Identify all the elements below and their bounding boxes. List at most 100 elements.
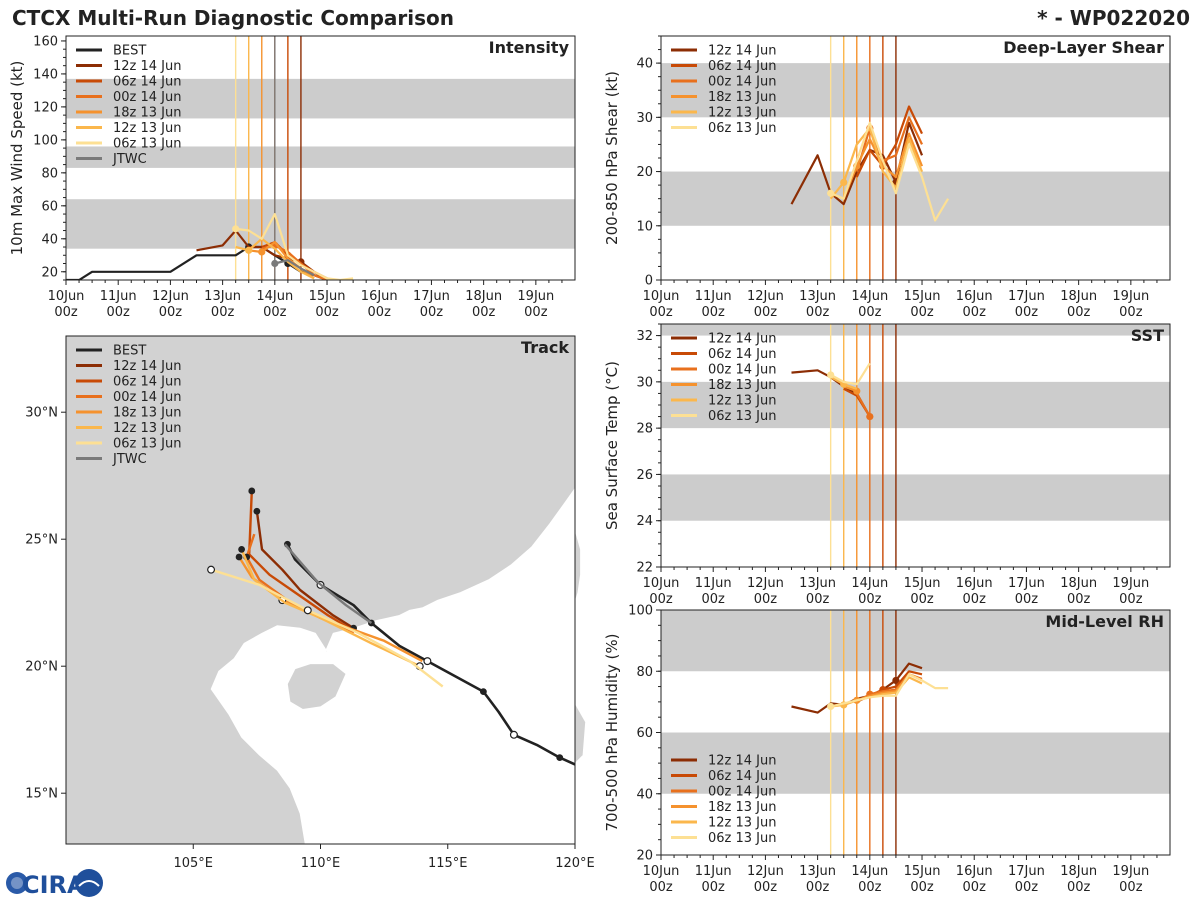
sst-legend-label: 12z 13 Jun bbox=[708, 394, 777, 409]
intensity-band bbox=[66, 146, 575, 168]
intensity-xtick-label: 14Jun bbox=[256, 289, 293, 304]
cira-logo: CIRA bbox=[6, 869, 103, 899]
track-marker-open bbox=[423, 657, 432, 666]
rh-xtick-label: 10Jun bbox=[643, 864, 680, 879]
shear-xtick-label: 10Jun bbox=[643, 289, 680, 304]
track-ytick-label: 30°N bbox=[25, 406, 58, 421]
track-legend-label: 06z 14 Jun bbox=[113, 375, 182, 390]
intensity-legend-label: 12z 13 Jun bbox=[113, 121, 182, 136]
intensity-legend-label: 00z 14 Jun bbox=[113, 90, 182, 105]
sst-xtick-label: 11Jun bbox=[695, 576, 732, 591]
shear-xtick-label: 16Jun bbox=[956, 289, 993, 304]
shear-xtick-label: 14Jun bbox=[851, 289, 888, 304]
sst-legend-label: 18z 13 Jun bbox=[708, 378, 777, 393]
rh-xtick-label-hour: 00z bbox=[1015, 880, 1039, 895]
intensity-legend-label: 18z 13 Jun bbox=[113, 106, 182, 121]
sst-panel: 22242628303210Jun00z11Jun00z12Jun00z13Ju… bbox=[603, 323, 1171, 607]
track-marker-open bbox=[509, 730, 518, 739]
shear-band bbox=[661, 63, 1170, 118]
track-panel-title: Track bbox=[521, 338, 569, 357]
shear-legend-label: 12z 13 Jun bbox=[708, 106, 777, 121]
track-legend-label: 00z 14 Jun bbox=[113, 390, 182, 405]
rh-panel: 2040608010010Jun00z11Jun00z12Jun00z13Jun… bbox=[603, 604, 1171, 895]
sst-series-marker bbox=[866, 412, 874, 421]
intensity-xtick-label-hour: 00z bbox=[263, 305, 287, 320]
intensity-panel-title: Intensity bbox=[489, 38, 570, 57]
sst-panel-title: SST bbox=[1131, 326, 1164, 345]
track-lines-group bbox=[207, 487, 575, 766]
rh-ytick-label: 40 bbox=[636, 787, 653, 802]
sst-ytick-label: 22 bbox=[636, 561, 653, 576]
intensity-ytick-label: 60 bbox=[41, 199, 58, 214]
intensity-ytick-label: 40 bbox=[41, 232, 58, 247]
intensity-ytick-label: 140 bbox=[33, 67, 58, 82]
logo-globe-highlight bbox=[11, 877, 23, 889]
sst-xtick-label-hour: 00z bbox=[754, 592, 778, 607]
rh-legend-label: 00z 14 Jun bbox=[708, 785, 777, 800]
shear-legend-label: 06z 13 Jun bbox=[708, 121, 777, 136]
chart-panels: 2040608010012014016010Jun00z11Jun00z12Ju… bbox=[8, 34, 1171, 895]
intensity-xtick-label: 16Jun bbox=[361, 289, 398, 304]
intensity-frame bbox=[65, 35, 576, 281]
track-xtick-label: 105°E bbox=[173, 856, 213, 871]
intensity-series-line bbox=[274, 259, 315, 277]
sst-xtick-label: 12Jun bbox=[747, 576, 784, 591]
shear-xtick-label: 19Jun bbox=[1112, 289, 1149, 304]
track-taiwan-island bbox=[575, 531, 581, 601]
sst-xtick-label-hour: 00z bbox=[910, 592, 934, 607]
track-legend-label: JTWC bbox=[112, 452, 147, 467]
shear-xtick-label: 18Jun bbox=[1060, 289, 1097, 304]
track-legend-label: 18z 13 Jun bbox=[113, 406, 182, 421]
storm-id: * - WP022020 bbox=[1037, 6, 1190, 30]
shear-ytick-label: 20 bbox=[636, 165, 653, 180]
rh-xtick-label-hour: 00z bbox=[858, 880, 882, 895]
shear-xtick-label: 13Jun bbox=[799, 289, 836, 304]
intensity-xtick-label-hour: 00z bbox=[211, 305, 235, 320]
sst-xtick-label: 19Jun bbox=[1112, 576, 1149, 591]
track-marker-filled bbox=[238, 545, 246, 553]
intensity-ytick-label: 20 bbox=[41, 265, 58, 280]
sst-xtick-label-hour: 00z bbox=[649, 592, 673, 607]
sst-legend-label: 00z 14 Jun bbox=[708, 363, 777, 378]
shear-legend-label: 12z 14 Jun bbox=[708, 44, 777, 59]
intensity-legend-label: BEST bbox=[113, 44, 146, 59]
rh-series-line bbox=[830, 673, 949, 708]
shear-xtick-label: 12Jun bbox=[747, 289, 784, 304]
shear-xtick-label-hour: 00z bbox=[649, 305, 673, 320]
rh-legend-label: 18z 13 Jun bbox=[708, 800, 777, 815]
intensity-xtick-label-hour: 00z bbox=[524, 305, 548, 320]
intensity-xtick-label-hour: 00z bbox=[159, 305, 183, 320]
shear-ytick-label: 40 bbox=[636, 57, 653, 72]
intensity-xtick-label-hour: 00z bbox=[54, 305, 78, 320]
logo-seal-icon bbox=[75, 869, 103, 897]
shear-band bbox=[661, 171, 1170, 226]
rh-xtick-label-hour: 00z bbox=[806, 880, 830, 895]
shear-legend-label: 18z 13 Jun bbox=[708, 90, 777, 105]
rh-xtick-label: 11Jun bbox=[695, 864, 732, 879]
sst-xtick-label: 13Jun bbox=[799, 576, 836, 591]
shear-xtick-label-hour: 00z bbox=[963, 305, 987, 320]
track-marker-filled bbox=[253, 507, 261, 515]
shear-xtick-label-hour: 00z bbox=[754, 305, 778, 320]
rh-xtick-label: 16Jun bbox=[956, 864, 993, 879]
intensity-legend-label: 06z 13 Jun bbox=[113, 137, 182, 152]
intensity-band bbox=[66, 78, 575, 119]
shear-legend-label: 06z 14 Jun bbox=[708, 59, 777, 74]
track-line bbox=[240, 548, 421, 668]
intensity-xtick-label: 11Jun bbox=[100, 289, 137, 304]
sst-xtick-label-hour: 00z bbox=[1067, 592, 1091, 607]
track-marker-filled bbox=[235, 553, 243, 561]
rh-ylabel: 700-500 hPa Humidity (%) bbox=[603, 633, 621, 831]
logo-seal-wave bbox=[78, 880, 100, 887]
sst-band bbox=[661, 324, 1170, 336]
intensity-xtick-label: 12Jun bbox=[152, 289, 189, 304]
sst-ylabel: Sea Surface Temp (°C) bbox=[603, 361, 621, 530]
rh-band bbox=[661, 732, 1170, 794]
rh-legend-label: 12z 13 Jun bbox=[708, 816, 777, 831]
rh-xtick-label-hour: 00z bbox=[963, 880, 987, 895]
track-line bbox=[283, 543, 373, 624]
figure-title: CTCX Multi-Run Diagnostic Comparison bbox=[12, 6, 454, 30]
shear-series-line bbox=[855, 105, 923, 178]
sst-xtick-label-hour: 00z bbox=[806, 592, 830, 607]
rh-xtick-label: 14Jun bbox=[851, 864, 888, 879]
